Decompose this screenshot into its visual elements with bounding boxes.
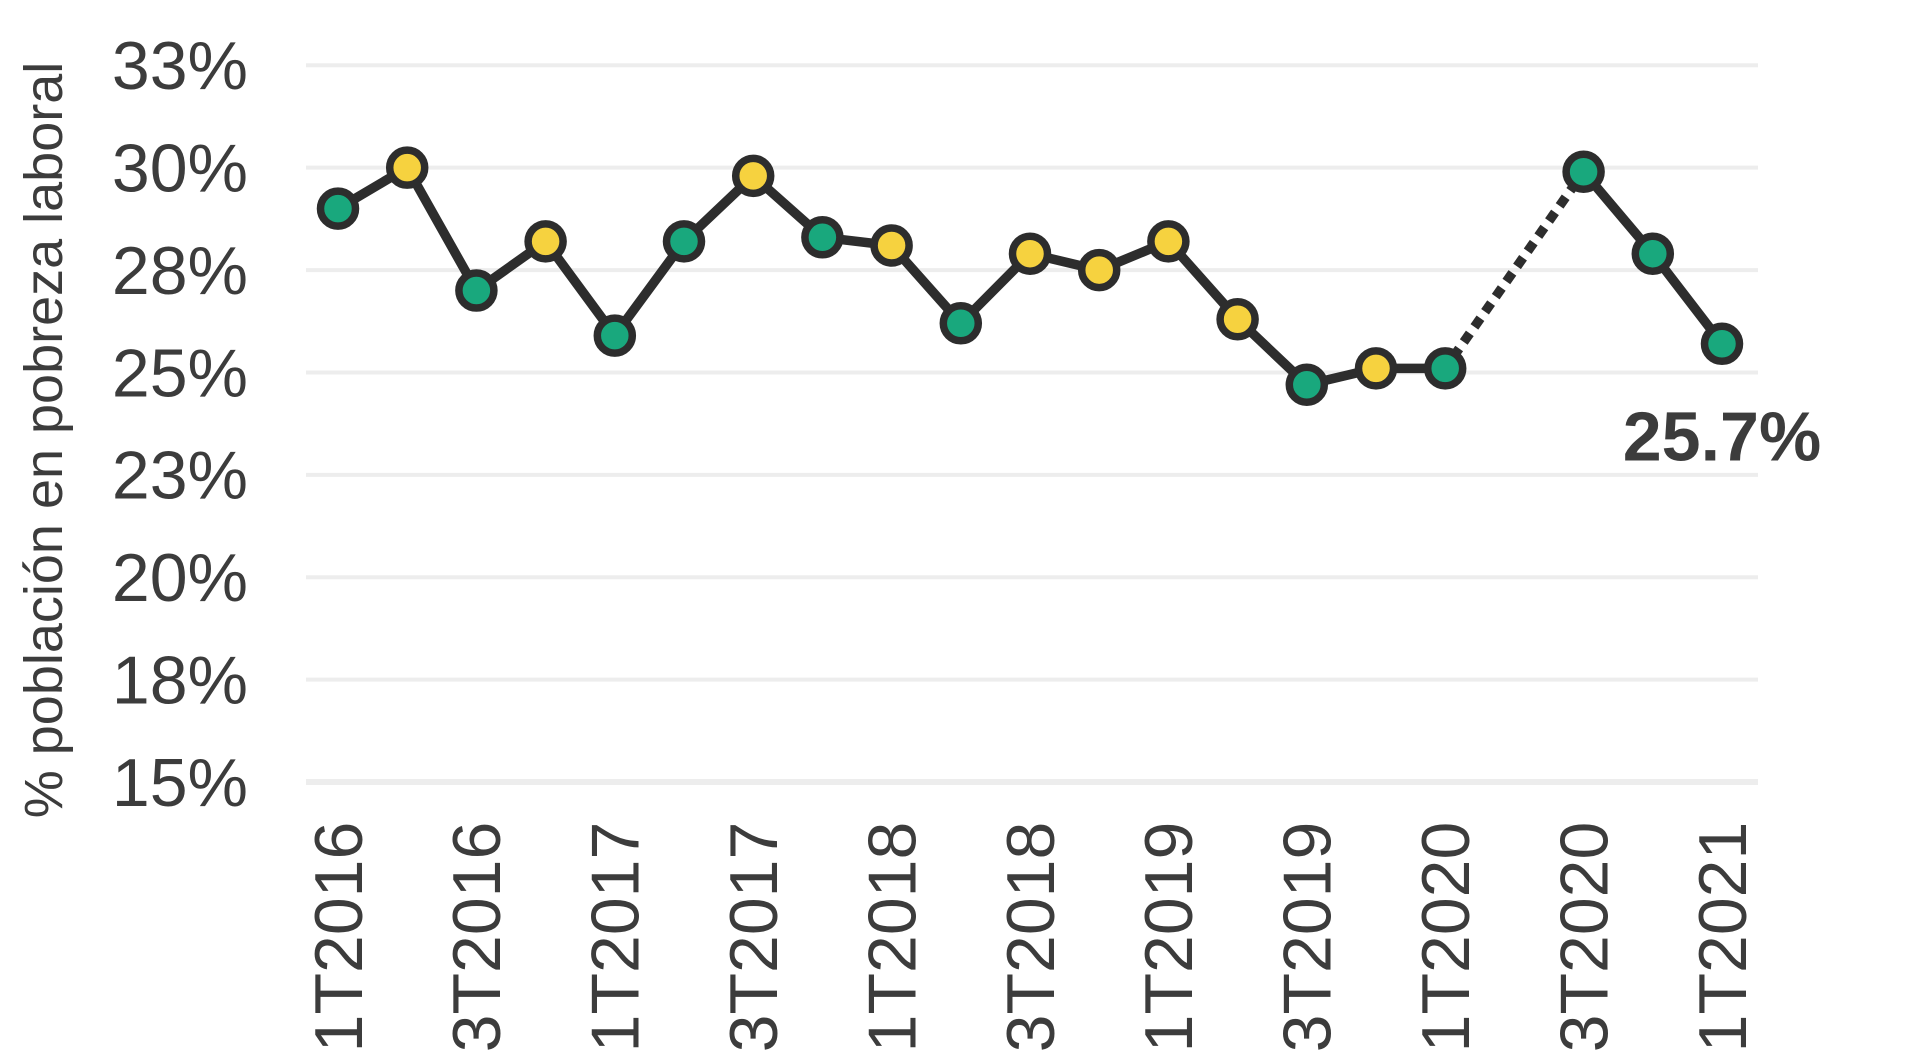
marker-4T2019-yellow — [1354, 347, 1398, 390]
y-tick-20%: 20% — [112, 540, 248, 616]
y-tick-15%: 15% — [112, 745, 248, 821]
annotation-last-value: 25.7% — [1623, 398, 1821, 476]
marker-1T2020-green — [1423, 347, 1467, 390]
marker-3T2016-green — [455, 269, 498, 312]
x-tick-1T2018: 1T2018 — [854, 822, 930, 1053]
marker-1T2019-yellow — [1147, 220, 1190, 263]
x-tick-1T2020: 1T2020 — [1408, 822, 1484, 1053]
marker-3T2017-yellow — [731, 154, 775, 198]
marker-4T2017-green — [801, 216, 844, 259]
marker-1T2016-green — [316, 187, 360, 230]
x-tick-1T2019: 1T2019 — [1131, 822, 1207, 1053]
marker-3T2020-green — [1562, 150, 1605, 194]
y-tick-25%: 25% — [112, 335, 248, 411]
x-tick-3T2017: 3T2017 — [716, 822, 792, 1053]
annotation-layer: 25.7% — [1623, 398, 1821, 476]
marker-3T2019-green — [1285, 363, 1329, 406]
x-tick-1T2016: 1T2016 — [301, 822, 377, 1053]
y-axis-tick-labels: 33% 30% 28% 25% 23% 20% 18% 15% — [112, 28, 248, 821]
marker-3T2018-yellow — [1008, 232, 1052, 275]
marker-4T2020-green — [1631, 232, 1675, 275]
marker-2T2017-green — [662, 220, 706, 263]
marker-4T2016-yellow — [524, 220, 567, 263]
y-tick-18%: 18% — [112, 642, 248, 718]
marker-2T2016-yellow — [385, 146, 429, 189]
x-tick-1T2021: 1T2021 — [1685, 822, 1761, 1053]
y-tick-30%: 30% — [112, 130, 248, 206]
marker-2T2019-yellow — [1216, 297, 1259, 341]
x-tick-3T2018: 3T2018 — [993, 822, 1069, 1053]
dotted-gap-segment-1T2020-3T2020 — [1438, 165, 1591, 375]
marker-1T2021-green — [1700, 322, 1744, 366]
marker-2T2018-green — [939, 302, 983, 345]
line-segment-2T2016-3T2016 — [402, 162, 482, 296]
x-axis-tick-labels: 1T2016 3T2016 1T2017 3T2017 1T2018 3T2018 1T20… — [301, 822, 1761, 1053]
marker-1T2018-yellow — [870, 224, 913, 267]
y-tick-33%: 33% — [112, 28, 248, 104]
gridlines-layer — [306, 63, 1758, 785]
marker-4T2018-yellow — [1077, 248, 1121, 292]
series-line-layer — [333, 162, 1727, 390]
series-markers-layer — [316, 146, 1744, 406]
y-tick-23%: 23% — [112, 438, 248, 514]
marker-1T2017-green — [593, 314, 637, 357]
x-tick-3T2019: 3T2019 — [1270, 822, 1346, 1053]
x-tick-3T2016: 3T2016 — [439, 822, 515, 1053]
y-tick-28%: 28% — [112, 233, 248, 309]
x-tick-1T2017: 1T2017 — [578, 822, 654, 1053]
y-axis-title-group: % población en pobreza laboral — [14, 62, 74, 819]
x-tick-3T2020: 3T2020 — [1546, 822, 1622, 1053]
y-axis-title: % población en pobreza laboral — [14, 62, 74, 819]
